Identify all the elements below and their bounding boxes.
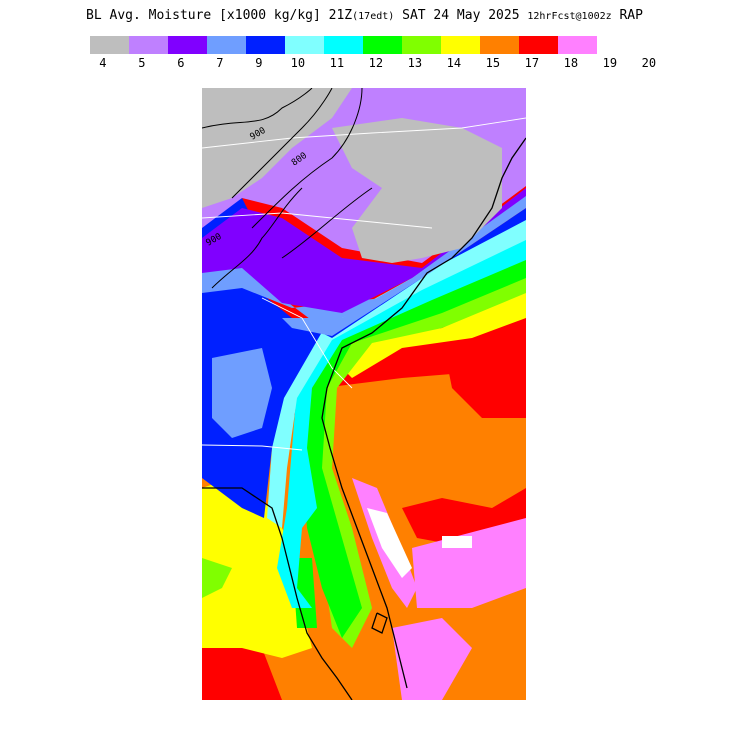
- pressure-contours: [202, 88, 373, 289]
- legend-label-19: 19: [602, 56, 618, 70]
- legend-label-4: 4: [99, 56, 107, 70]
- legend-label-14: 14: [446, 56, 462, 70]
- legend-swatch-8: [402, 36, 441, 54]
- field-14: [202, 478, 312, 658]
- legend-swatch-3: [207, 36, 246, 54]
- title-model: RAP: [611, 8, 643, 23]
- state-borders: [202, 117, 526, 451]
- legend-labels: 4 5 6 7 9 10 11 12 13 14 15 17 18 19 20: [0, 56, 729, 72]
- legend-swatch-5: [285, 36, 324, 54]
- legend-label-13: 13: [407, 56, 423, 70]
- legend-label-7: 7: [216, 56, 224, 70]
- field-11: [277, 238, 526, 608]
- title-main: BL Avg. Moisture [x1000 kg/kg] 21Z: [86, 8, 353, 23]
- moisture-map: 900 800 900: [202, 88, 526, 700]
- legend-label-15: 15: [485, 56, 501, 70]
- field-9: [202, 208, 526, 518]
- legend-label-18: 18: [563, 56, 579, 70]
- field-4-b: [202, 88, 352, 208]
- field-20-b: [442, 536, 472, 548]
- field-14-b: [332, 288, 526, 378]
- legend-swatch-11: [519, 36, 558, 54]
- title-forecast: 12hrFcst@1002z: [527, 11, 612, 22]
- field-7-c: [282, 193, 526, 336]
- field-10: [267, 218, 526, 528]
- field-13-b: [202, 558, 232, 598]
- field-18-c: [392, 618, 472, 700]
- legend-swatch-7: [363, 36, 402, 54]
- legend-swatch-10: [480, 36, 519, 54]
- legend-swatch-12: [558, 36, 597, 54]
- legend-label-17: 17: [524, 56, 540, 70]
- legend-swatch-4: [246, 36, 285, 54]
- legend-color-bar: [90, 36, 597, 54]
- title-edt: (17edt): [352, 11, 395, 22]
- legend-label-6: 6: [177, 56, 185, 70]
- field-12-b: [292, 558, 317, 628]
- legend-swatch-0: [90, 36, 129, 54]
- field-18-b: [412, 518, 526, 608]
- field-7: [212, 348, 272, 438]
- field-20: [367, 508, 412, 578]
- title-date: SAT 24 May 2025: [394, 8, 528, 23]
- chart-title: BL Avg. Moisture [x1000 kg/kg] 21Z(17edt…: [0, 8, 729, 23]
- legend-label-12: 12: [368, 56, 384, 70]
- legend-swatch-1: [129, 36, 168, 54]
- moisture-map-svg: 900 800 900: [202, 88, 526, 700]
- field-15-b: [442, 318, 526, 418]
- legend-swatch-6: [324, 36, 363, 54]
- legend-label-10: 10: [290, 56, 306, 70]
- field-4: [332, 118, 502, 263]
- legend-swatch-2: [168, 36, 207, 54]
- field-6: [202, 188, 526, 313]
- legend-swatch-9: [441, 36, 480, 54]
- legend-label-5: 5: [138, 56, 146, 70]
- legend-label-9: 9: [255, 56, 263, 70]
- coastline: [202, 137, 526, 700]
- legend-label-11: 11: [329, 56, 345, 70]
- legend-label-20: 20: [641, 56, 657, 70]
